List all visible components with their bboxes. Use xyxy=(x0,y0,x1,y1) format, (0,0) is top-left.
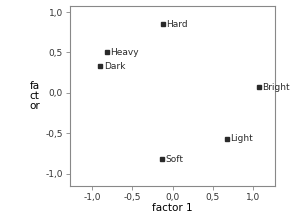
Text: Heavy: Heavy xyxy=(110,48,139,57)
Text: Soft: Soft xyxy=(165,155,183,163)
Text: Bright: Bright xyxy=(262,83,290,92)
Y-axis label: fa
ct
or: fa ct or xyxy=(29,81,40,111)
Text: Hard: Hard xyxy=(166,20,188,29)
X-axis label: factor 1: factor 1 xyxy=(152,203,193,213)
Text: Light: Light xyxy=(230,134,253,143)
Text: Dark: Dark xyxy=(104,62,125,71)
